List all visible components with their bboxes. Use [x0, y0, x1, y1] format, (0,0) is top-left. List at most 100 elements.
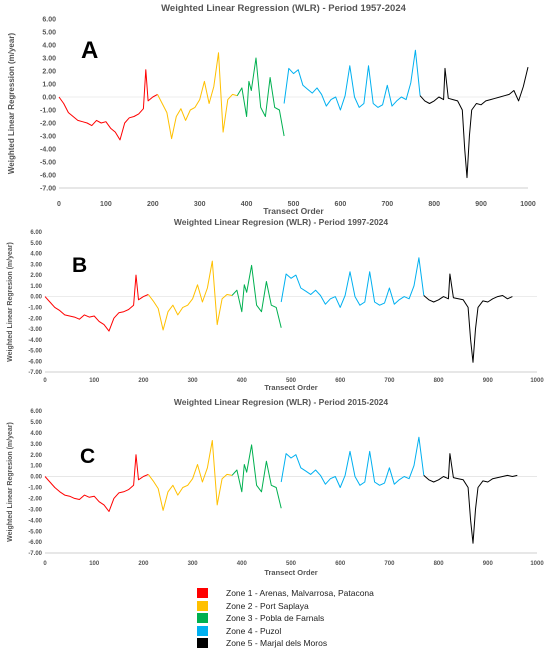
series-line-zone-2 — [157, 52, 238, 140]
y-tick-label: 6.00 — [30, 409, 42, 415]
x-tick-label: 200 — [138, 378, 149, 384]
x-tick-label: 200 — [138, 561, 149, 567]
legend-label-zone-3: Zone 3 - Pobla de Farnals — [226, 613, 325, 624]
y-axis-label: Weighted Linear Regresion (m/year) — [7, 422, 14, 542]
series-line-zone-4 — [280, 436, 425, 488]
x-tick-label: 800 — [428, 201, 440, 208]
legend-label-zone-2: Zone 2 - Port Saplaya — [226, 600, 309, 611]
series-line-zone-1 — [58, 69, 158, 141]
legend-swatch-zone-5 — [197, 638, 208, 649]
x-tick-label: 700 — [384, 378, 395, 384]
x-tick-label: 300 — [188, 378, 199, 384]
legend-swatch-zone-4 — [197, 625, 208, 636]
legend-label-zone-1: Zone 1 - Arenas, Malvarrosa, Patacona — [226, 588, 374, 599]
legend-item-zone-3: Zone 3 - Pobla de Farnals — [197, 612, 457, 625]
x-tick-label: 800 — [434, 561, 445, 567]
y-tick-label: 1.00 — [42, 81, 56, 88]
x-tick-label: 500 — [286, 378, 297, 384]
legend-item-zone-4: Zone 4 - Puzol — [197, 625, 457, 638]
x-tick-label: 1000 — [530, 561, 544, 567]
y-tick-label: -1.00 — [28, 305, 42, 311]
x-tick-label: 600 — [335, 561, 346, 567]
x-tick-label: 0 — [43, 378, 47, 384]
x-tick-label: 900 — [483, 378, 494, 384]
x-tick-label: 100 — [100, 201, 112, 208]
y-tick-label: -7.00 — [28, 370, 42, 376]
legend-swatch-zone-3 — [197, 613, 208, 624]
y-tick-label: 6.00 — [30, 230, 42, 236]
y-tick-label: 1.00 — [30, 464, 42, 470]
y-tick-label: 4.00 — [30, 252, 42, 258]
x-axis-label: Transect Order — [264, 383, 317, 392]
chart-title: Weighted Linear Regresion (WLR) - Period… — [174, 217, 389, 227]
series-line-zone-2 — [147, 260, 233, 331]
x-tick-label: 200 — [147, 201, 159, 208]
y-tick-label: -3.00 — [28, 507, 42, 513]
y-tick-label: 3.00 — [30, 442, 42, 448]
y-tick-label: -2.00 — [40, 120, 56, 127]
series-line-zone-4 — [283, 49, 421, 111]
x-tick-label: 1000 — [520, 201, 536, 208]
series-line-zone-5 — [419, 66, 529, 179]
y-tick-label: 4.00 — [30, 431, 42, 437]
legend-swatch-zone-2 — [197, 600, 208, 611]
legend-label-zone-4: Zone 4 - Puzol — [226, 625, 282, 636]
x-tick-label: 100 — [89, 561, 100, 567]
y-tick-label: -1.00 — [28, 486, 42, 492]
y-tick-label: -4.00 — [28, 338, 42, 344]
y-tick-label: -6.00 — [28, 359, 42, 365]
y-tick-label: 4.00 — [42, 42, 56, 49]
chart-panel-b: Weighted Linear Regresion (WLR) - Period… — [7, 217, 544, 392]
series-line-zone-1 — [44, 454, 149, 512]
x-tick-label: 0 — [43, 561, 47, 567]
series-line-zone-3 — [231, 444, 282, 509]
series-line-zone-4 — [280, 257, 425, 308]
x-tick-label: 900 — [483, 561, 494, 567]
x-tick-label: 400 — [241, 201, 253, 208]
chart-title: Weighted Linear Regresion (WLR) - Period… — [174, 397, 389, 407]
x-tick-label: 600 — [335, 201, 347, 208]
series-line-zone-1 — [44, 274, 149, 332]
y-tick-label: -4.00 — [28, 518, 42, 524]
y-axis-label: Weighted Linear Regresion (m/year) — [7, 242, 14, 362]
series-line-zone-2 — [147, 440, 233, 511]
y-tick-label: 2.00 — [42, 68, 56, 75]
series-line-zone-3 — [236, 57, 285, 137]
panel-letter: C — [80, 445, 95, 468]
y-tick-label: 3.00 — [30, 262, 42, 268]
legend: Zone 1 - Arenas, Malvarrosa, Patacona Zo… — [197, 587, 457, 650]
x-axis-label: Transect Order — [263, 206, 324, 216]
panel-letter: B — [72, 254, 87, 277]
y-tick-label: -4.00 — [40, 146, 56, 153]
x-tick-label: 900 — [475, 201, 487, 208]
x-tick-label: 700 — [384, 561, 395, 567]
y-tick-label: -7.00 — [40, 185, 56, 192]
y-tick-label: -2.00 — [28, 496, 42, 502]
y-tick-label: -7.00 — [28, 551, 42, 557]
y-tick-label: -1.00 — [40, 107, 56, 114]
legend-label-zone-5: Zone 5 - Marjal dels Moros — [226, 638, 328, 649]
y-tick-label: -5.00 — [40, 159, 56, 166]
y-tick-label: -5.00 — [28, 529, 42, 535]
legend-item-zone-1: Zone 1 - Arenas, Malvarrosa, Patacona — [197, 587, 457, 600]
y-tick-label: -3.00 — [40, 133, 56, 140]
series-line-zone-5 — [423, 273, 513, 363]
y-tick-label: 6.00 — [42, 16, 56, 23]
x-tick-label: 600 — [335, 378, 346, 384]
y-tick-label: 5.00 — [42, 29, 56, 36]
y-tick-label: -6.00 — [40, 172, 56, 179]
y-tick-label: 1.00 — [30, 284, 42, 290]
y-tick-label: 5.00 — [30, 420, 42, 426]
series-line-zone-5 — [423, 453, 518, 544]
x-tick-label: 1000 — [530, 378, 544, 384]
x-axis-label: Transect Order — [264, 568, 317, 577]
x-tick-label: 0 — [57, 201, 61, 208]
x-tick-label: 700 — [381, 201, 393, 208]
legend-item-zone-2: Zone 2 - Port Saplaya — [197, 600, 457, 613]
y-tick-label: 0.00 — [30, 295, 42, 301]
y-tick-label: 0.00 — [42, 94, 56, 101]
y-tick-label: -6.00 — [28, 540, 42, 546]
chart-title: Weighted Linear Regression (WLR) - Perio… — [161, 3, 406, 14]
x-tick-label: 100 — [89, 378, 100, 384]
